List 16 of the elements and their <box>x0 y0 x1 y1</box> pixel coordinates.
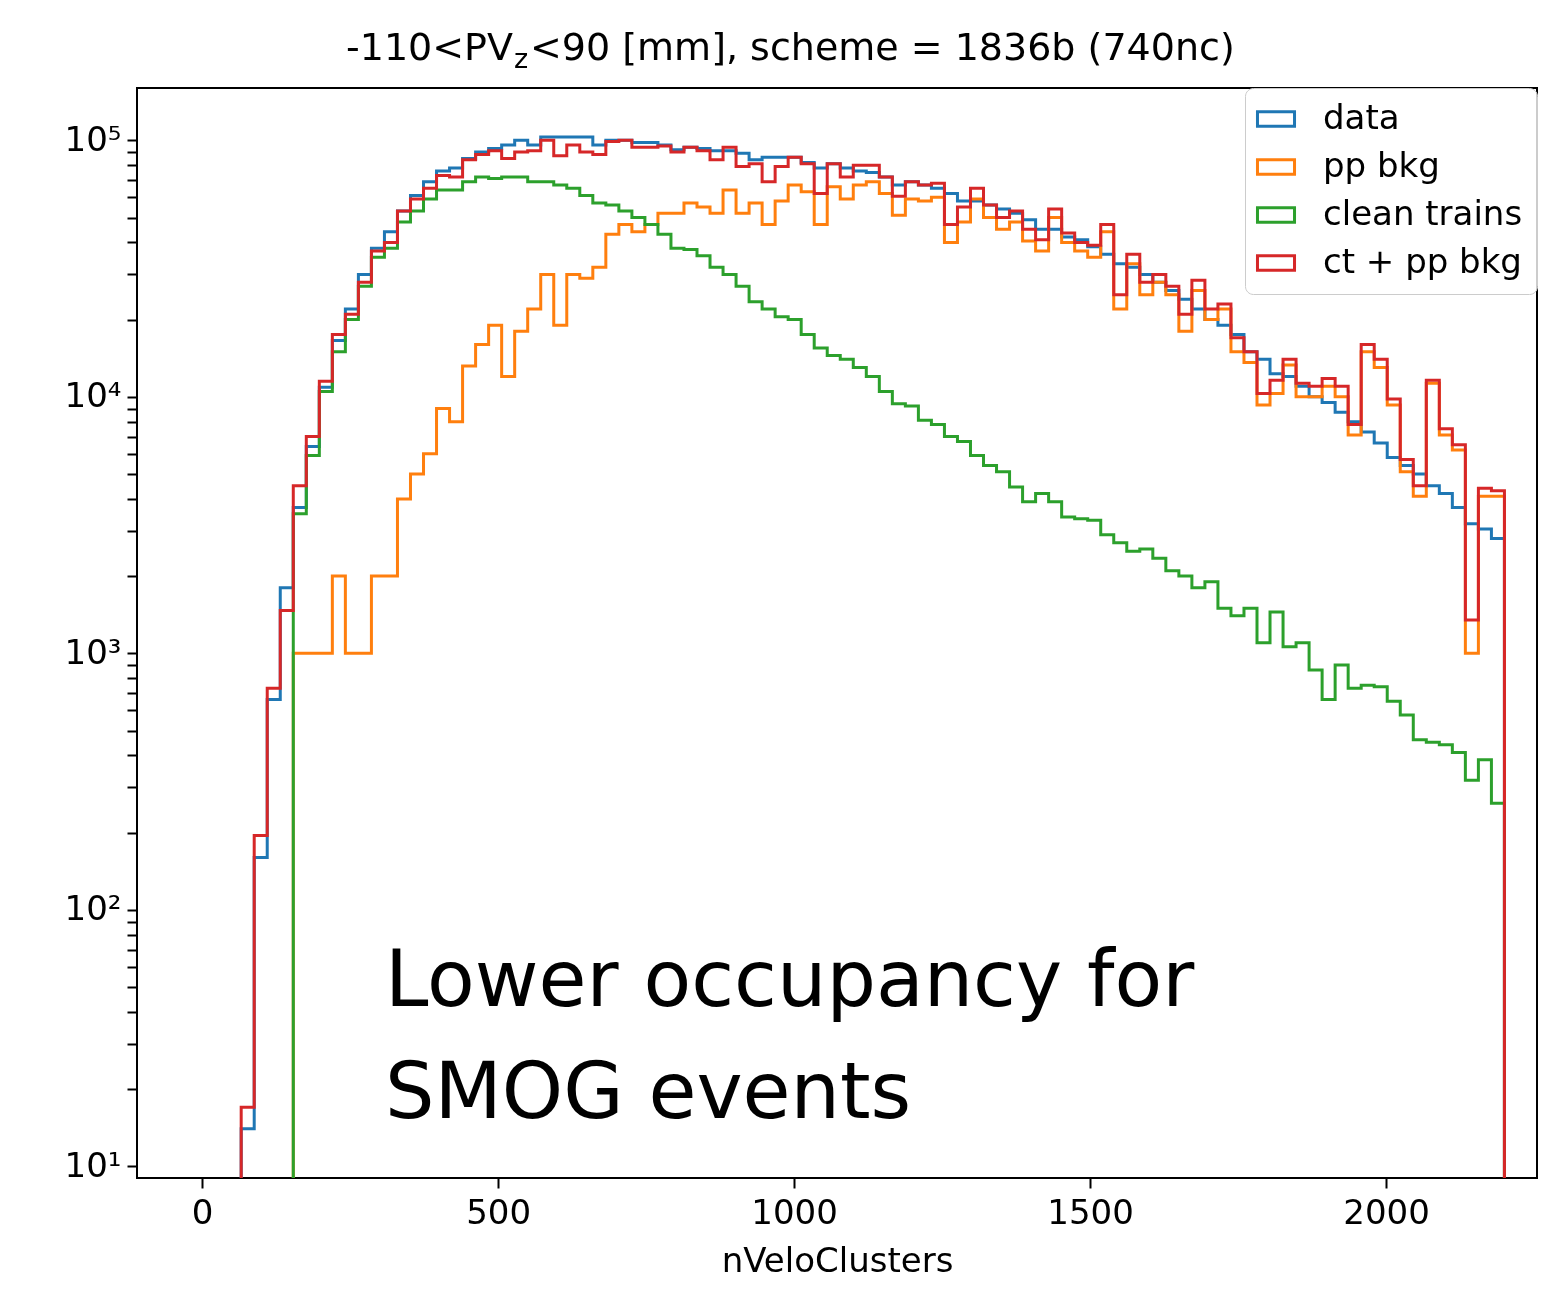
x-tick-label: 1500 <box>1047 1191 1134 1232</box>
legend-label: data <box>1323 97 1400 137</box>
x-tick-label: 500 <box>466 1191 532 1232</box>
y-tick-label: 10¹ <box>64 1144 122 1185</box>
x-axis-title: nVeloClusters <box>721 1239 954 1280</box>
y-tick-label: 10⁴ <box>64 375 122 416</box>
y-tick-label: 10⁵ <box>64 118 122 159</box>
x-tick-label: 1000 <box>751 1191 838 1232</box>
legend-label: clean trains <box>1323 193 1523 233</box>
annotation: Lower occupancy for SMOG events <box>385 934 1196 1136</box>
x-tick-label: 0 <box>191 1191 214 1232</box>
legend-label: pp bkg <box>1323 145 1440 185</box>
y-tick-label: 10² <box>64 888 122 929</box>
x-tick-label: 2000 <box>1343 1191 1430 1232</box>
y-tick-label: 10³ <box>64 631 122 672</box>
legend-label: ct + pp bkg <box>1323 241 1522 281</box>
